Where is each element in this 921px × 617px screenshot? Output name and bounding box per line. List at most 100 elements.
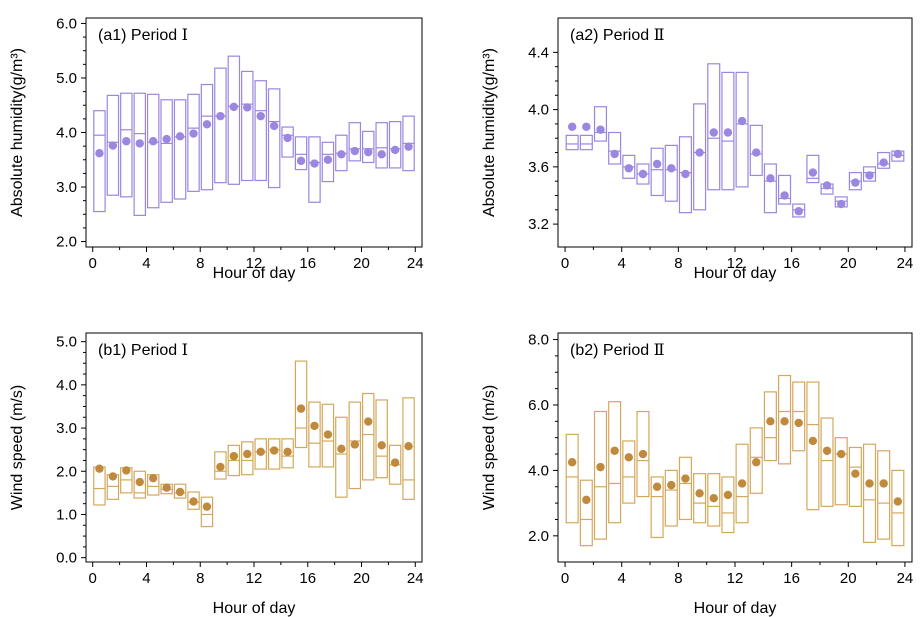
box-hour-1.5 bbox=[579, 134, 593, 151]
mean-marker-hour-17.5 bbox=[808, 168, 818, 177]
mean-marker-hour-21.5 bbox=[865, 171, 874, 180]
box-hour-6.5 bbox=[173, 483, 187, 499]
box-hour-1.5 bbox=[106, 94, 120, 196]
plot-frame bbox=[85, 17, 423, 248]
mean-marker-hour-0.5 bbox=[567, 458, 577, 467]
y-tick-label: 6.0 bbox=[56, 15, 77, 32]
mean-marker-hour-2.5 bbox=[122, 466, 131, 475]
x-axis-title: Hour of day bbox=[213, 265, 296, 282]
mean-marker-hour-13.5 bbox=[269, 446, 279, 455]
mean-marker-hour-15.5 bbox=[780, 191, 789, 200]
mean-marker-hour-18.5 bbox=[822, 181, 832, 190]
box-hour-3.5 bbox=[133, 92, 147, 216]
mean-marker-hour-1.5 bbox=[582, 122, 591, 131]
mean-marker-hour-19.5 bbox=[350, 146, 359, 156]
mean-marker-hour-7.5 bbox=[189, 129, 198, 138]
mean-marker-hour-11.5 bbox=[723, 128, 733, 137]
box-hour-20.5 bbox=[361, 130, 375, 164]
mean-marker-hour-21.5 bbox=[865, 479, 874, 488]
mean-marker-hour-1.5 bbox=[108, 141, 118, 150]
y-axis-title: Wind speed (m/s) bbox=[481, 385, 498, 510]
mean-marker-hour-7.5 bbox=[667, 480, 676, 490]
box-hour-15.5 bbox=[294, 136, 308, 171]
x-axis-title: Hour of day bbox=[213, 600, 296, 617]
x-axis-title: Hour of day bbox=[694, 265, 777, 282]
y-axis-title: Absolute humidity(g/m³) bbox=[9, 48, 26, 217]
box-hour-16.5 bbox=[308, 401, 321, 468]
y-tick-label: 2.0 bbox=[56, 463, 77, 480]
mean-marker-hour-16.5 bbox=[310, 159, 319, 168]
x-tick-label: 20 bbox=[840, 570, 857, 587]
x-tick-label: 20 bbox=[353, 570, 370, 587]
mean-marker-hour-0.5 bbox=[567, 122, 577, 131]
box-hour-13.5 bbox=[267, 88, 281, 189]
x-tick-label: 12 bbox=[727, 255, 744, 272]
mean-marker-hour-9.5 bbox=[216, 462, 225, 472]
box-hour-18.5 bbox=[820, 417, 834, 507]
mean-marker-hour-5.5 bbox=[162, 483, 171, 492]
x-tick-label: 12 bbox=[727, 570, 744, 587]
box-hour-2.5 bbox=[593, 410, 608, 540]
y-tick-label: 3.0 bbox=[56, 179, 77, 196]
x-tick-label: 16 bbox=[783, 570, 800, 587]
mean-marker-hour-15.5 bbox=[296, 156, 306, 166]
mean-marker-hour-8.5 bbox=[202, 120, 212, 129]
box-hour-14.5 bbox=[281, 438, 294, 469]
mean-marker-hour-18.5 bbox=[822, 446, 832, 455]
box-hour-4.5 bbox=[146, 93, 160, 209]
box-hour-17.5 bbox=[806, 381, 820, 511]
mean-marker-hour-3.5 bbox=[135, 139, 144, 148]
mean-marker-hour-14.5 bbox=[283, 133, 292, 143]
mean-marker-hour-18.5 bbox=[337, 444, 346, 453]
box-hour-12.5 bbox=[254, 438, 267, 470]
mean-marker-hour-10.5 bbox=[229, 451, 239, 461]
panel-title: (a1) Period Ⅰ bbox=[98, 27, 188, 44]
mean-marker-hour-20.5 bbox=[851, 178, 860, 187]
mean-marker-hour-19.5 bbox=[837, 199, 846, 209]
mean-marker-hour-14.5 bbox=[766, 417, 775, 426]
mean-marker-hour-0.5 bbox=[95, 464, 104, 473]
box-hour-12.5 bbox=[735, 71, 749, 188]
mean-marker-hour-6.5 bbox=[652, 482, 662, 491]
box-hour-20.5 bbox=[361, 392, 375, 481]
x-tick-label: 16 bbox=[783, 255, 800, 272]
box-hour-8.5 bbox=[678, 136, 692, 214]
box-hour-11.5 bbox=[721, 476, 735, 534]
mean-marker-hour-8.5 bbox=[202, 502, 212, 511]
mean-marker-hour-6.5 bbox=[652, 159, 662, 169]
box-hour-22.5 bbox=[877, 450, 891, 540]
plot-frame bbox=[85, 332, 423, 563]
panel-b2: 0 4 8 12 16 20 24 2.0 4.0 6.0 8.0 (b2) Period Ⅱ Hour… bbox=[481, 332, 913, 617]
box-hour-5.5 bbox=[160, 99, 173, 203]
box-hour-16.5 bbox=[308, 136, 321, 203]
x-tick-label: 24 bbox=[897, 570, 914, 587]
x-tick-label: 24 bbox=[407, 570, 424, 587]
box-hour-8.5 bbox=[200, 496, 214, 528]
box-hour-3.5 bbox=[133, 470, 147, 499]
box-hour-9.5 bbox=[693, 473, 707, 524]
y-tick-label: 3.6 bbox=[528, 159, 549, 176]
y-tick-label: 2.0 bbox=[56, 234, 77, 251]
mean-marker-hour-1.5 bbox=[582, 495, 591, 505]
box-hour-17.5 bbox=[321, 403, 335, 468]
panel-title: (b1) Period Ⅰ bbox=[98, 342, 188, 359]
mean-marker-hour-13.5 bbox=[752, 458, 761, 467]
box-hour-19.5 bbox=[834, 437, 848, 506]
y-tick-label: 1.0 bbox=[56, 506, 77, 523]
x-tick-label: 4 bbox=[618, 570, 626, 587]
x-tick-label: 0 bbox=[89, 255, 97, 272]
mean-marker-hour-1.5 bbox=[108, 472, 118, 481]
x-tick-label: 0 bbox=[561, 255, 569, 272]
box-hour-21.5 bbox=[862, 166, 877, 182]
box-hour-13.5 bbox=[267, 438, 281, 470]
x-tick-label: 8 bbox=[196, 255, 204, 272]
box-hour-1.5 bbox=[579, 479, 593, 547]
box-hour-17.5 bbox=[321, 141, 335, 183]
mean-marker-hour-20.5 bbox=[364, 417, 373, 426]
mean-marker-hour-4.5 bbox=[149, 137, 158, 146]
mean-marker-hour-2.5 bbox=[596, 125, 605, 134]
box-hour-3.5 bbox=[608, 401, 622, 524]
mean-marker-hour-16.5 bbox=[310, 421, 319, 431]
x-tick-label: 16 bbox=[299, 570, 316, 587]
box-hour-13.5 bbox=[749, 427, 763, 494]
